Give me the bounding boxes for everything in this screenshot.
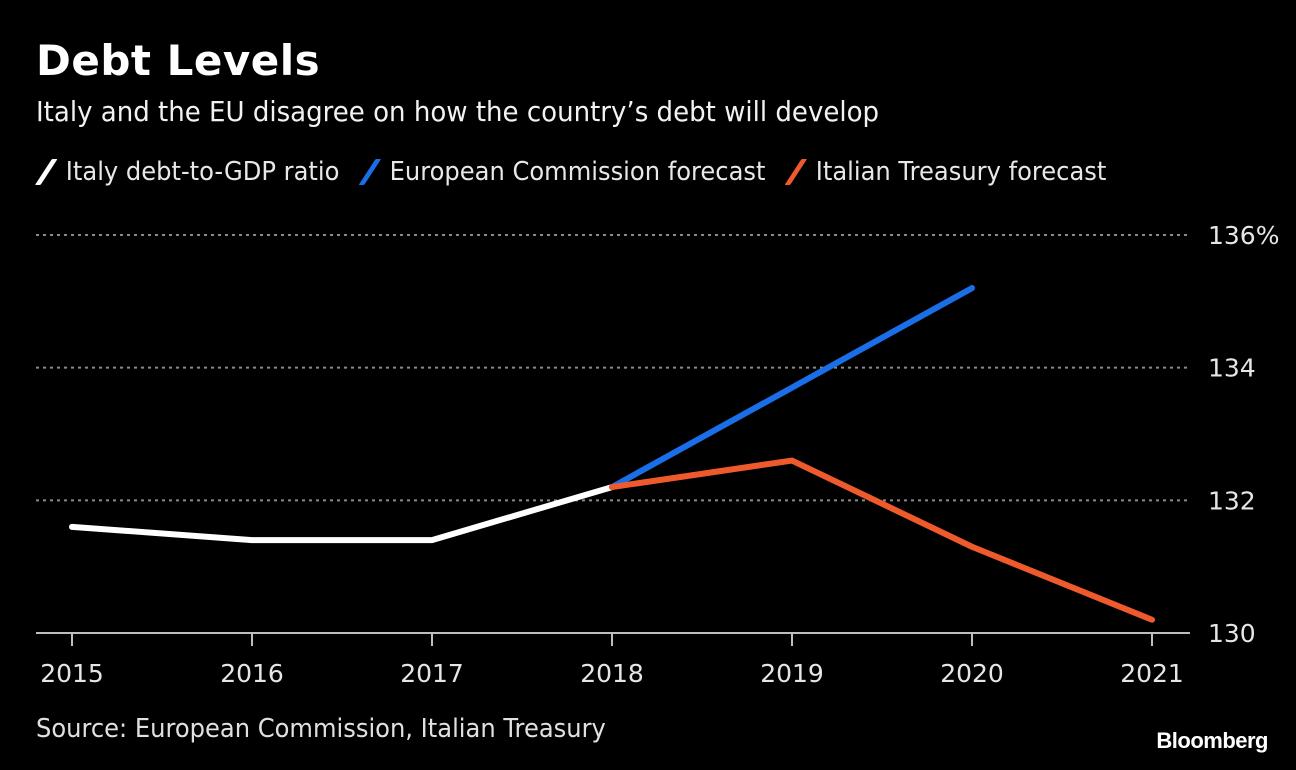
- legend-item-italy: Italy debt-to-GDP ratio: [34, 157, 340, 187]
- y-tick-label: 136%: [1208, 221, 1279, 250]
- x-tick-label: 2021: [1120, 659, 1184, 688]
- y-tick-label: 130: [1208, 619, 1256, 648]
- legend-label-treasury: Italian Treasury forecast: [815, 157, 1107, 187]
- y-tick-label: 134: [1208, 354, 1256, 383]
- x-tick-label: 2018: [580, 659, 644, 688]
- x-tick-label: 2020: [940, 659, 1004, 688]
- legend: Italy debt-to-GDP ratio European Commiss…: [34, 157, 1127, 187]
- series-line-ec: [609, 285, 975, 491]
- legend-label-italy: Italy debt-to-GDP ratio: [65, 157, 340, 187]
- legend-item-ec: European Commission forecast: [358, 157, 766, 187]
- series-line-treasury: [609, 457, 1155, 623]
- bloomberg-logo: Bloomberg: [1156, 728, 1268, 753]
- y-tick-label: 132: [1208, 486, 1256, 515]
- source-note: Source: European Commission, Italian Tre…: [36, 714, 606, 744]
- x-tick-label: 2016: [220, 659, 284, 688]
- chart-title: Debt Levels: [36, 36, 321, 85]
- legend-item-treasury: Italian Treasury forecast: [784, 157, 1107, 187]
- series-line-italy: [69, 484, 615, 544]
- x-tick-label: 2015: [40, 659, 104, 688]
- legend-label-ec: European Commission forecast: [389, 157, 766, 187]
- x-tick-label: 2019: [760, 659, 824, 688]
- chart-subtitle: Italy and the EU disagree on how the cou…: [36, 95, 880, 128]
- x-tick-label: 2017: [400, 659, 464, 688]
